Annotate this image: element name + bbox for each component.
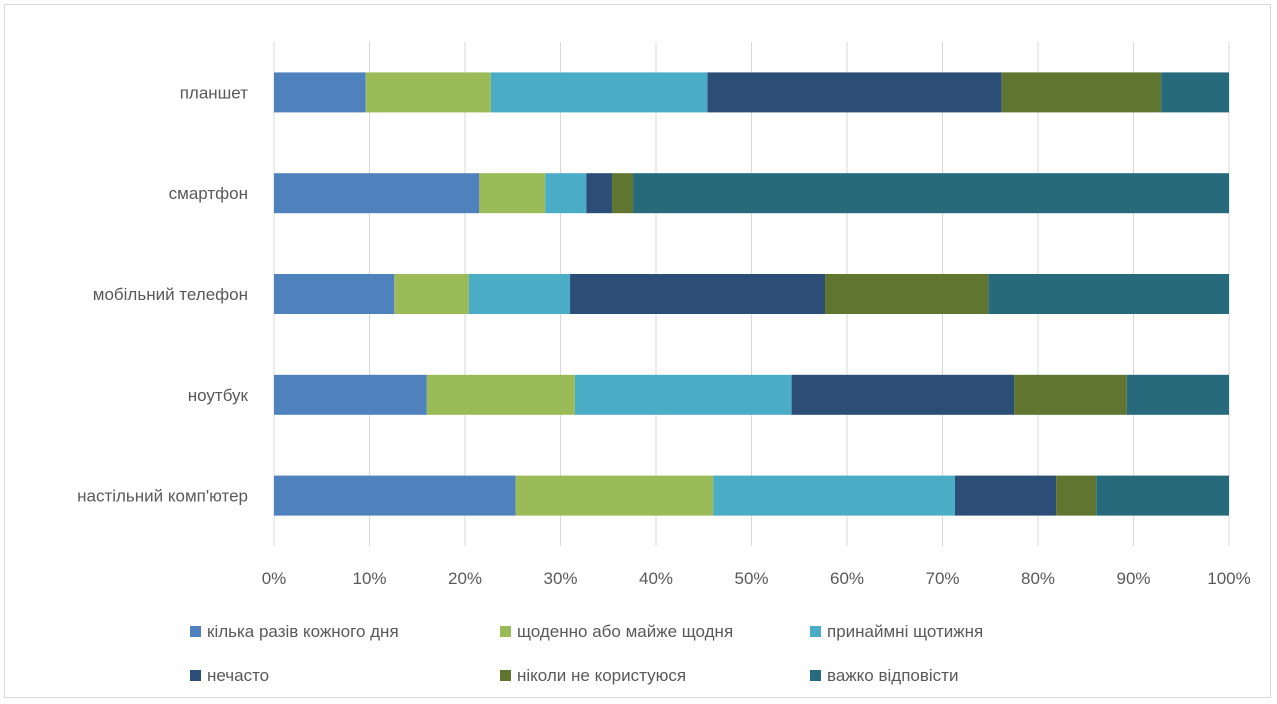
x-tick-label: 80% bbox=[1021, 569, 1055, 588]
bar-segment bbox=[825, 274, 989, 314]
x-tick-label: 20% bbox=[448, 569, 482, 588]
bar-segment bbox=[545, 173, 587, 214]
x-tick-label: 60% bbox=[830, 569, 864, 588]
legend-swatch bbox=[810, 626, 821, 637]
bars bbox=[274, 72, 1229, 516]
legend-label: важко відповісти bbox=[827, 666, 958, 685]
category-label: ноутбук bbox=[188, 386, 249, 405]
bar-segment bbox=[1161, 72, 1229, 113]
legend-swatch bbox=[190, 670, 201, 681]
x-tick-label: 10% bbox=[352, 569, 386, 588]
legend: кілька разів кожного дня щоденно або майж… bbox=[190, 622, 983, 685]
x-tick-label: 30% bbox=[543, 569, 577, 588]
x-tick-label: 70% bbox=[925, 569, 959, 588]
bar-segment bbox=[394, 274, 469, 314]
legend-label: щоденно або майже щодня bbox=[517, 622, 733, 641]
bar-segment bbox=[365, 72, 491, 113]
bar-segment bbox=[274, 374, 427, 415]
bar-segment bbox=[274, 475, 516, 516]
legend-label: принаймні щотижня bbox=[827, 622, 983, 641]
category-label: настільний комп'ютер bbox=[77, 487, 248, 506]
x-tick-label: 50% bbox=[734, 569, 768, 588]
category-label: мобільний телефон bbox=[93, 285, 248, 304]
bar-segment bbox=[574, 374, 792, 415]
bar-segment bbox=[570, 274, 826, 314]
chart-frame bbox=[4, 4, 1271, 698]
x-tick-label: 100% bbox=[1207, 569, 1250, 588]
bar-segment bbox=[633, 173, 1229, 214]
bar-segment bbox=[1126, 374, 1229, 415]
category-labels: настільний комп'ютер ноутбук мобільний тел… bbox=[77, 83, 248, 505]
bar-segment bbox=[515, 475, 714, 516]
bar-segment bbox=[479, 173, 546, 214]
bar-segment bbox=[274, 72, 366, 113]
category-label: смартфон bbox=[169, 184, 248, 203]
bar-segment bbox=[586, 173, 613, 214]
legend-label: кілька разів кожного дня bbox=[207, 622, 399, 641]
bar-segment bbox=[1056, 475, 1097, 516]
legend-label: ніколи не користуюся bbox=[517, 666, 686, 685]
x-tick-labels: 0% 10% 20% 30% 40% 50% 60% 70% 80% 90% 100% bbox=[262, 569, 1251, 588]
bar-segment bbox=[274, 173, 480, 214]
x-tick-label: 0% bbox=[262, 569, 287, 588]
bar-segment bbox=[1096, 475, 1229, 516]
bar-segment bbox=[707, 72, 1002, 113]
legend-swatch bbox=[500, 626, 511, 637]
legend-swatch bbox=[500, 670, 511, 681]
category-label: планшет bbox=[180, 83, 248, 102]
bar-segment bbox=[954, 475, 1057, 516]
bar-segment bbox=[1001, 72, 1162, 113]
bar-segment bbox=[274, 274, 395, 314]
legend-label: нечасто bbox=[207, 666, 269, 685]
bar-segment bbox=[1014, 374, 1127, 415]
x-tick-label: 40% bbox=[639, 569, 673, 588]
bar-segment bbox=[490, 72, 708, 113]
bar-segment bbox=[713, 475, 955, 516]
bar-segment bbox=[612, 173, 634, 214]
bar-segment bbox=[426, 374, 575, 415]
legend-swatch bbox=[810, 670, 821, 681]
bar-segment bbox=[988, 274, 1229, 314]
x-tick-label: 90% bbox=[1116, 569, 1150, 588]
bar-segment bbox=[468, 274, 571, 314]
bar-segment bbox=[791, 374, 1015, 415]
legend-swatch bbox=[190, 626, 201, 637]
